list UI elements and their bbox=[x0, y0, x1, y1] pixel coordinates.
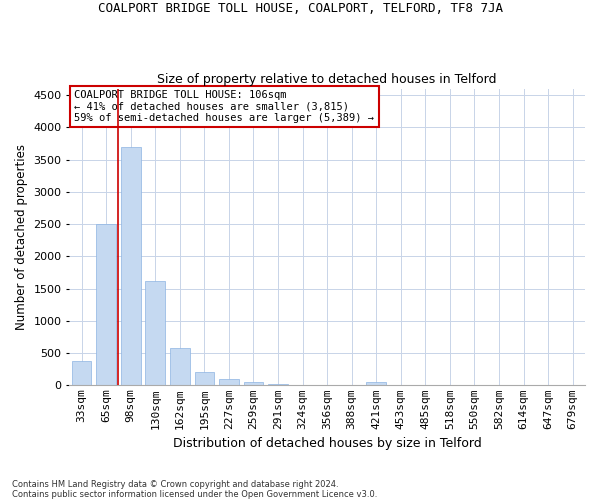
Title: Size of property relative to detached houses in Telford: Size of property relative to detached ho… bbox=[157, 73, 497, 86]
Bar bbox=[170, 348, 190, 386]
Bar bbox=[72, 361, 91, 386]
Bar bbox=[145, 280, 165, 386]
Bar bbox=[219, 380, 239, 386]
Bar bbox=[97, 224, 116, 386]
Bar bbox=[268, 384, 288, 386]
Bar bbox=[244, 382, 263, 386]
Bar bbox=[367, 382, 386, 386]
Text: Contains HM Land Registry data © Crown copyright and database right 2024.
Contai: Contains HM Land Registry data © Crown c… bbox=[12, 480, 377, 499]
Text: COALPORT BRIDGE TOLL HOUSE, COALPORT, TELFORD, TF8 7JA: COALPORT BRIDGE TOLL HOUSE, COALPORT, TE… bbox=[97, 2, 503, 16]
Text: COALPORT BRIDGE TOLL HOUSE: 106sqm
← 41% of detached houses are smaller (3,815)
: COALPORT BRIDGE TOLL HOUSE: 106sqm ← 41%… bbox=[74, 90, 374, 123]
X-axis label: Distribution of detached houses by size in Telford: Distribution of detached houses by size … bbox=[173, 437, 482, 450]
Y-axis label: Number of detached properties: Number of detached properties bbox=[15, 144, 28, 330]
Bar bbox=[121, 146, 140, 386]
Bar bbox=[194, 372, 214, 386]
